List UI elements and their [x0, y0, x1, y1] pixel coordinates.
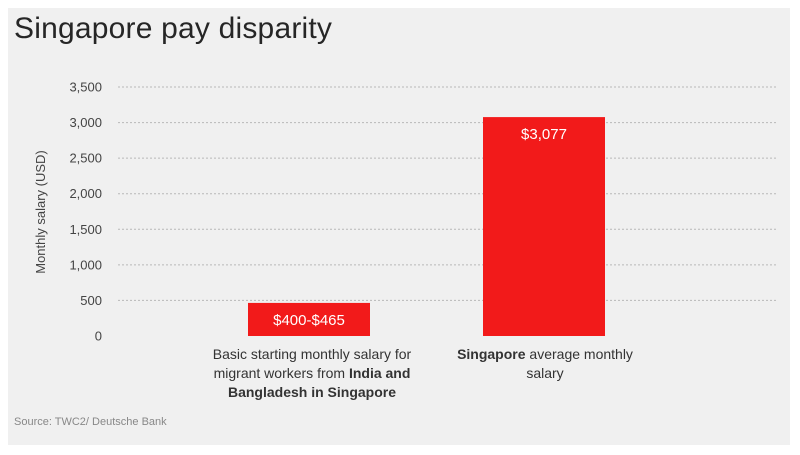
gridlines: [118, 86, 778, 301]
chart-title: Singapore pay disparity: [14, 12, 333, 45]
y-tick-label: 3,000: [69, 115, 102, 130]
category-label-migrant: Basic starting monthly salary for migran…: [204, 345, 420, 402]
y-tick-label: 0: [95, 329, 102, 344]
bar-1: [483, 117, 605, 336]
category-label-part: Basic starting monthly salary for migran…: [212, 346, 412, 381]
y-tick-label: 1,500: [69, 222, 102, 237]
category-label-part: India and Bangladesh in Singapore: [227, 365, 411, 400]
source-note: Source: TWC2/ Deutsche Bank: [14, 416, 167, 428]
y-tick-label: 2,000: [69, 186, 102, 201]
category-label-part: Singapore: [457, 346, 526, 362]
y-tick-label: 2,500: [69, 151, 102, 166]
bar-0: [248, 302, 370, 336]
category-label-part: average monthly salary: [525, 346, 633, 381]
chart-card: [8, 8, 790, 445]
y-tick-label: 1,000: [69, 257, 102, 272]
bar-value-label-1: $3,077: [521, 126, 567, 143]
y-tick-label: 500: [80, 293, 102, 308]
y-tick-label: 3,500: [69, 80, 102, 95]
bars: $400-$465 $3,077: [248, 117, 605, 336]
y-axis-ticks: 0 500 1,000 1,500 2,000 2,500 3,000 3,500: [69, 80, 102, 344]
category-label-singapore-average: Singapore average monthly salary: [440, 345, 650, 383]
bar-value-label-0: $400-$465: [273, 312, 345, 329]
y-axis-label: Monthly salary (USD): [33, 150, 48, 274]
